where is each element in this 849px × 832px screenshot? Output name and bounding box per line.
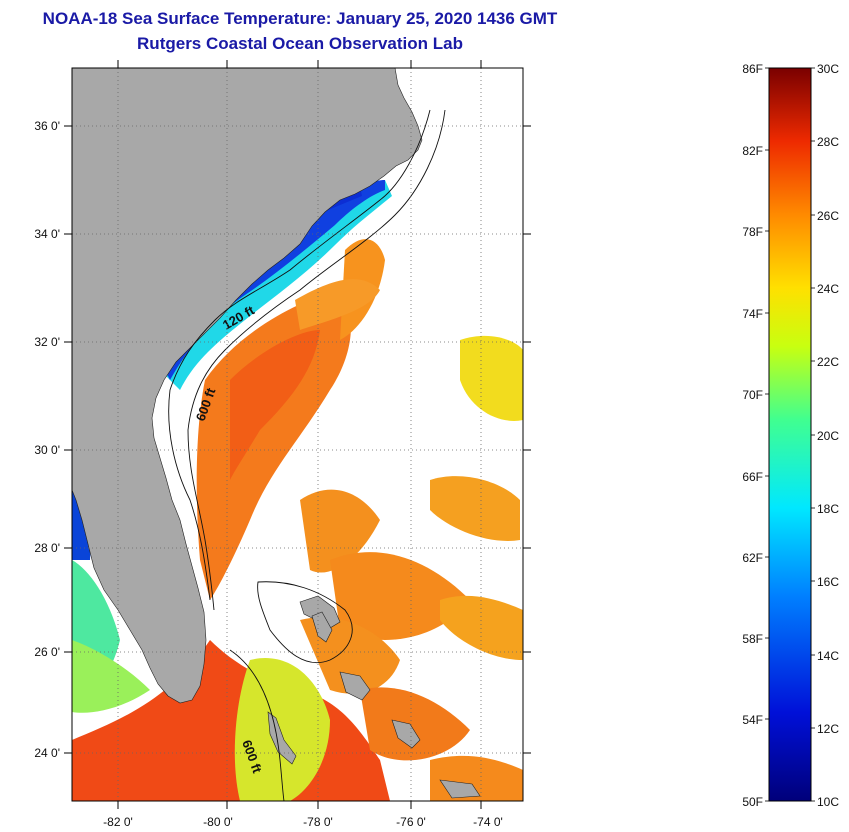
lon-label: -80 0' [203, 815, 233, 829]
lon-label: -74 0' [473, 815, 503, 829]
celsius-label: 28C [817, 135, 839, 149]
lat-label: 26 0' [34, 645, 60, 659]
island [391, 719, 421, 749]
map-subtitle: Rutgers Coastal Ocean Observation Lab [137, 34, 463, 53]
island [339, 671, 371, 701]
map-title: NOAA-18 Sea Surface Temperature: January… [42, 9, 558, 28]
colorbar-celsius-labels: 30C 28C 26C 24C 22C 20C 18C 16C 14C 12C … [817, 62, 839, 809]
map-panel: 120 ft 600 ft 600 ft [72, 68, 523, 801]
lon-label: -78 0' [303, 815, 333, 829]
fahrenheit-label: 82F [742, 144, 763, 158]
colorbar: 86F 82F 78F 74F 70F 66F 62F 58F 54F 50F … [742, 62, 839, 809]
contour-south-line [229, 649, 285, 801]
fahrenheit-label: 58F [742, 632, 763, 646]
longitude-labels: -82 0' -80 0' -78 0' -76 0' -74 0' [103, 815, 503, 829]
celsius-label: 14C [817, 649, 839, 663]
fahrenheit-label: 86F [742, 62, 763, 76]
fahrenheit-label: 54F [742, 713, 763, 727]
celsius-label: 30C [817, 62, 839, 76]
celsius-label: 10C [817, 795, 839, 809]
fahrenheit-label: 74F [742, 307, 763, 321]
lat-label: 34 0' [34, 227, 60, 241]
lon-label: -76 0' [396, 815, 426, 829]
colorbar-ticks [765, 67, 815, 802]
lat-label: 28 0' [34, 541, 60, 555]
celsius-label: 20C [817, 429, 839, 443]
fahrenheit-label: 66F [742, 470, 763, 484]
island [439, 779, 481, 799]
celsius-label: 26C [817, 209, 839, 223]
colorbar-gradient [768, 67, 812, 802]
fahrenheit-label: 62F [742, 551, 763, 565]
celsius-label: 18C [817, 502, 839, 516]
map-frame [71, 67, 524, 802]
land-mass [72, 68, 423, 704]
island [311, 611, 333, 643]
celsius-label: 24C [817, 282, 839, 296]
lat-label: 36 0' [34, 119, 60, 133]
lat-label: 24 0' [34, 746, 60, 760]
contour-120ft-line [168, 109, 431, 601]
lat-label: 32 0' [34, 335, 60, 349]
sst-field [72, 180, 523, 801]
celsius-label: 22C [817, 355, 839, 369]
fahrenheit-label: 78F [742, 225, 763, 239]
island [299, 595, 341, 629]
lat-label: 30 0' [34, 443, 60, 457]
celsius-label: 16C [817, 575, 839, 589]
celsius-label: 12C [817, 722, 839, 736]
fahrenheit-label: 70F [742, 388, 763, 402]
latitude-labels: 36 0' 34 0' 32 0' 30 0' 28 0' 26 0' 24 0… [34, 119, 60, 760]
contour-bahamas-line [257, 581, 353, 664]
lon-label: -82 0' [103, 815, 133, 829]
fahrenheit-label: 50F [742, 795, 763, 809]
contour-600ft-line [187, 109, 446, 611]
island [267, 711, 297, 765]
axis-ticks [64, 60, 531, 809]
colorbar-fahrenheit-labels: 86F 82F 78F 74F 70F 66F 62F 58F 54F 50F [742, 62, 763, 809]
